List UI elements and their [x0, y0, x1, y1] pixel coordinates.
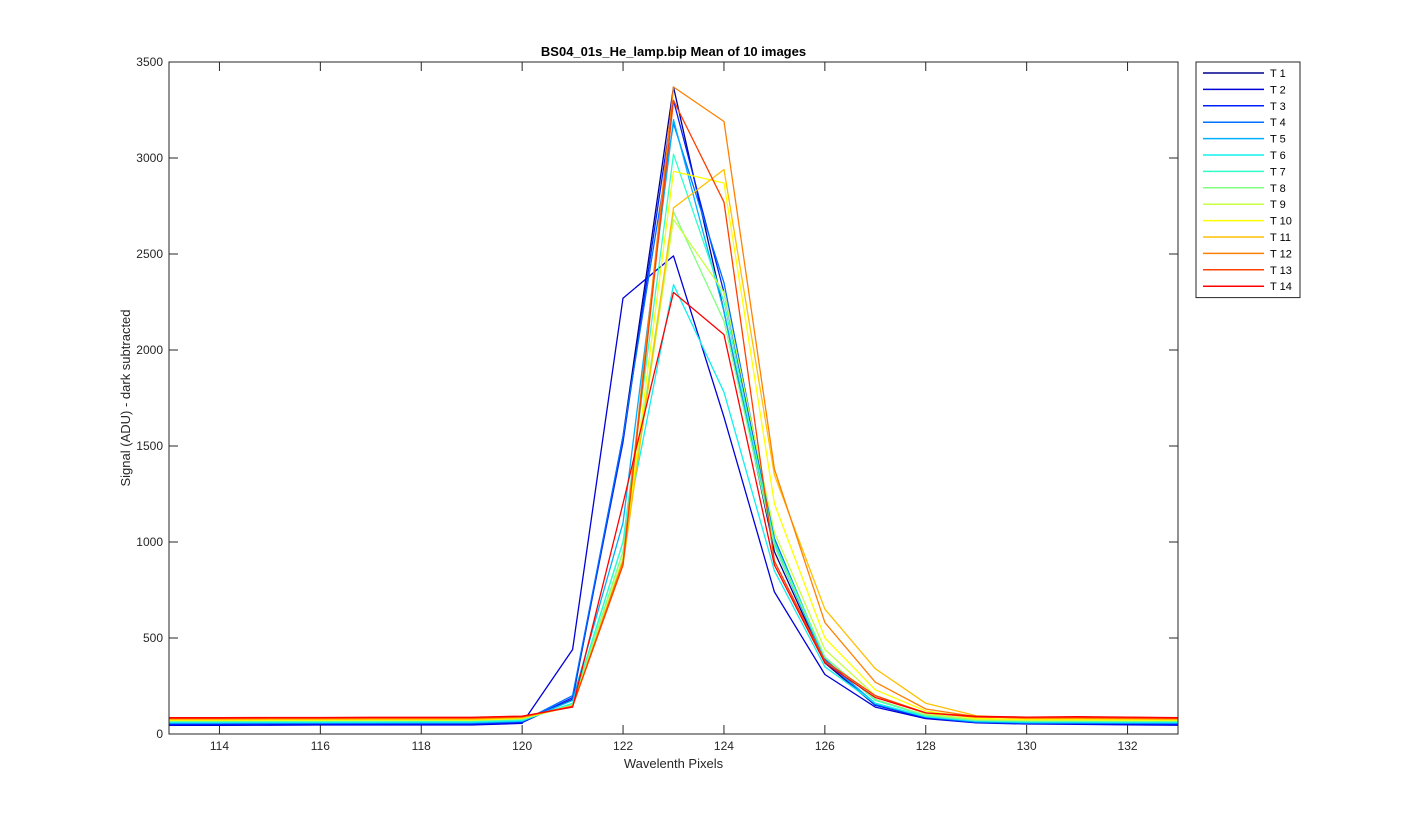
y-tick-label: 3000 [136, 151, 163, 165]
x-tick-label: 128 [916, 739, 936, 753]
legend-entry-label: T 9 [1270, 199, 1286, 211]
legend-entry-label: T 6 [1270, 150, 1286, 162]
series-line-t13 [169, 99, 1179, 719]
series-line-t10 [169, 170, 1179, 721]
chart-title: BS04_01s_He_lamp.bip Mean of 10 images [541, 44, 806, 59]
legend-entry-label: T 5 [1270, 134, 1286, 146]
legend-box [1195, 61, 1301, 299]
legend-entry-label: T 11 [1270, 232, 1291, 244]
y-axis-label: Signal (ADU) - dark subtracted [118, 309, 133, 486]
plot-frame [168, 61, 1179, 735]
legend-entry-label: T 12 [1270, 248, 1292, 260]
ticks-layer: 114 116 118 120 122 124 126 128 130 132 0 500 1000 15… [136, 55, 1178, 753]
legend: T 1 T 2 T 3 T 4 T 5 T 6 T 7 T 8 T 9 T 10 T 11 T 12 T… [1195, 61, 1301, 299]
legend-entry-label: T 13 [1270, 265, 1292, 277]
series-line-t2 [169, 255, 1179, 727]
legend-entry-label: T 7 [1270, 166, 1286, 178]
x-tick-label: 116 [311, 739, 330, 753]
legend-entry-label: T 1 [1270, 68, 1286, 80]
series-line-t12 [169, 86, 1179, 720]
series-line-t3 [168, 99, 1179, 726]
legend-entry-label: T 10 [1270, 216, 1292, 228]
series-line-t14 [169, 291, 1179, 719]
series-layer [168, 86, 1179, 727]
y-tick-label: 3500 [136, 55, 163, 69]
x-tick-label: 124 [714, 739, 734, 753]
y-tick-label: 2000 [136, 343, 163, 357]
legend-entry-label: T 4 [1270, 117, 1286, 129]
y-tick-label: 1500 [136, 439, 163, 453]
x-axis-label: Wavelenth Pixels [624, 756, 724, 771]
series-line-t8 [169, 211, 1178, 722]
y-tick-label: 2500 [136, 247, 163, 261]
x-tick-label: 120 [512, 739, 532, 753]
legend-entry-label: T 8 [1270, 183, 1286, 195]
series-line-t11 [169, 168, 1179, 721]
x-tick-label: 122 [613, 739, 633, 753]
series-line-t6 [169, 284, 1178, 724]
x-tick-label: 114 [210, 739, 229, 753]
y-tick-label: 1000 [136, 535, 163, 549]
y-tick-label: 500 [143, 631, 163, 645]
x-tick-label: 132 [1118, 739, 1138, 753]
legend-entry-label: T 3 [1270, 101, 1286, 113]
x-tick-label: 130 [1017, 739, 1037, 753]
y-tick-label: 0 [156, 727, 163, 741]
series-line-t7 [169, 153, 1178, 723]
x-tick-label: 118 [412, 739, 431, 753]
series-line-t1 [169, 86, 1179, 726]
legend-entry-label: T 14 [1270, 281, 1292, 293]
legend-entry-label: T 2 [1270, 84, 1286, 96]
x-tick-label: 126 [815, 739, 835, 753]
